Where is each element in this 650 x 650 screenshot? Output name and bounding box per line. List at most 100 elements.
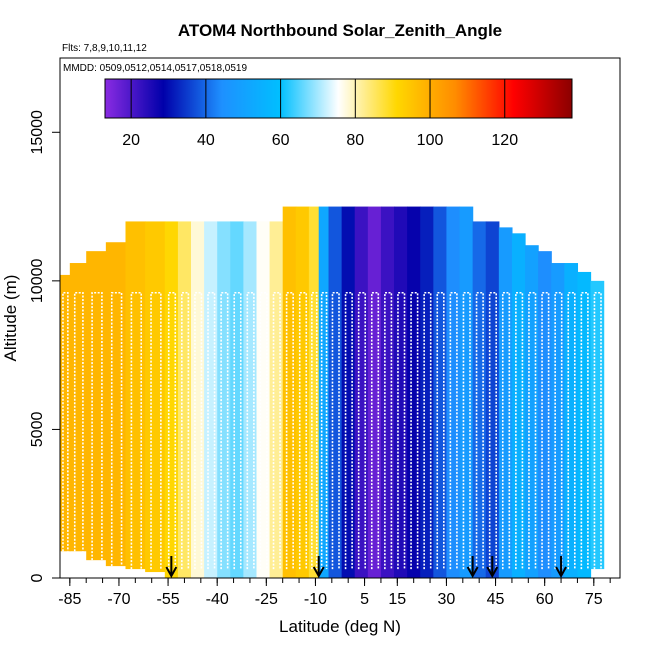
flight-track	[298, 291, 308, 570]
heatmap-cell	[407, 206, 421, 578]
flight-track	[272, 291, 281, 570]
heatmap-cell	[204, 221, 218, 578]
y-tick-label: 10000	[29, 259, 46, 304]
x-tick-label: 75	[585, 591, 603, 608]
heatmap-cell	[69, 263, 87, 552]
flight-track	[423, 291, 432, 570]
flight-track	[397, 291, 406, 570]
flight-track	[167, 291, 177, 570]
heatmap-cell	[341, 206, 356, 578]
heatmap-cell	[145, 221, 166, 573]
flight-track	[515, 291, 524, 570]
flight-track	[488, 291, 498, 570]
heatmap-cell	[269, 221, 284, 578]
flight-marker-arrow-head	[486, 566, 499, 579]
flight-track	[220, 291, 229, 570]
flight-track	[554, 291, 563, 570]
x-tick-label: -25	[255, 591, 278, 608]
flight-track	[384, 291, 393, 570]
heatmap-cell	[551, 263, 565, 578]
heatmap-cell	[433, 206, 448, 578]
flight-markers	[165, 556, 567, 579]
x-tick-label: -40	[206, 591, 229, 608]
heatmap-cell	[538, 251, 552, 578]
heatmap-cell	[354, 206, 369, 578]
heatmap-cell	[498, 227, 513, 578]
flight-track	[462, 291, 471, 570]
flight-track	[259, 291, 268, 570]
flight-track	[62, 291, 69, 552]
heatmap-cell	[295, 206, 310, 578]
x-tick-label: 5	[360, 591, 369, 608]
x-tick-label: 15	[388, 591, 406, 608]
plot-frame	[59, 57, 621, 579]
heatmap-cell	[190, 221, 205, 578]
heatmap-cell	[318, 206, 330, 578]
heatmap-cell	[511, 233, 526, 578]
flight-track	[285, 291, 294, 570]
heatmap-cell	[164, 221, 179, 578]
flight-track	[110, 291, 123, 567]
flight-track	[207, 291, 216, 570]
flight-track	[331, 291, 340, 570]
y-tick-label: 5000	[29, 412, 46, 448]
flight-marker-arrow-head	[165, 566, 178, 579]
chart-subtitle-flights: Flts: 7,8,9,10,11,12	[62, 43, 147, 54]
heatmap-cell	[446, 206, 461, 578]
heatmap-cell	[380, 206, 395, 578]
x-tick-label: 45	[487, 591, 505, 608]
flight-track	[311, 291, 318, 570]
flight-tracks	[62, 291, 602, 570]
flight-track	[528, 291, 537, 570]
heatmap-cell	[217, 221, 231, 578]
heatmap-cell	[590, 280, 605, 570]
colorbar-tick-label: 80	[346, 132, 364, 149]
flight-track	[593, 291, 602, 570]
y-axis: 0 5000 10000 15000	[29, 110, 60, 582]
flight-track	[91, 291, 103, 561]
x-tick-label: 30	[438, 591, 456, 608]
x-tick-label: -85	[58, 591, 81, 608]
y-tick-label: 0	[29, 573, 46, 582]
flight-track	[181, 291, 190, 570]
flight-track	[246, 291, 255, 570]
y-axis-label: Altitude (m)	[1, 275, 20, 362]
flight-track	[73, 291, 84, 552]
flight-marker-arrow-head	[466, 566, 479, 579]
heatmap-cell	[308, 206, 320, 578]
heatmap-cell	[230, 221, 244, 578]
chart-subtitle-dates: MMDD: 0509,0512,0514,0517,0518,0519	[63, 63, 247, 74]
x-axis: -85 -70 -55 -40 -25 -10 5 15 30 45 60 75	[58, 578, 611, 608]
heatmap-cell	[243, 221, 258, 578]
heatmap-cell	[125, 221, 146, 570]
flight-track	[567, 291, 576, 570]
flight-track	[150, 291, 162, 570]
x-axis-label: Latitude (deg N)	[279, 617, 401, 636]
heatmap-cell	[485, 221, 500, 578]
x-tick-label: 60	[536, 591, 554, 608]
heatmap-cell	[459, 206, 474, 578]
colorbar-ticks: 20 40 60 80 100 120	[122, 79, 518, 149]
y-tick-label: 15000	[29, 110, 46, 155]
flight-marker-arrow-head	[555, 566, 567, 579]
heatmap-cell	[282, 206, 297, 578]
flight-track	[233, 291, 242, 570]
flight-track	[410, 291, 419, 570]
heatmap-cell	[564, 263, 579, 578]
flight-track	[475, 291, 484, 570]
flight-track	[320, 291, 328, 570]
x-tick-label: -10	[304, 591, 327, 608]
flight-track	[344, 291, 353, 570]
heatmap-cell	[420, 206, 434, 578]
heatmap-cell	[394, 206, 408, 578]
heatmap-cell	[367, 206, 382, 578]
flight-track	[194, 291, 203, 570]
colorbar: 20 40 60 80 100 120	[104, 78, 573, 149]
heatmap-cell	[86, 251, 107, 561]
heatmap-cell	[328, 206, 343, 578]
colorbar-tick-label: 40	[197, 132, 215, 149]
flight-track	[370, 291, 380, 570]
flight-marker-arrow-head	[312, 566, 325, 579]
flight-track	[580, 291, 589, 570]
